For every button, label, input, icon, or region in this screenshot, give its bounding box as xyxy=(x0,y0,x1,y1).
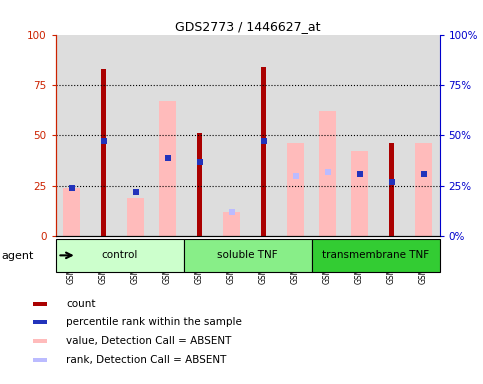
Bar xyxy=(100,69,106,236)
Bar xyxy=(159,101,176,236)
Bar xyxy=(63,188,80,236)
Text: count: count xyxy=(66,299,96,309)
Bar xyxy=(261,67,267,236)
Bar xyxy=(223,212,241,236)
Bar xyxy=(343,35,376,236)
Bar xyxy=(127,198,144,236)
Bar xyxy=(389,144,395,236)
Bar xyxy=(376,35,408,236)
Bar xyxy=(33,302,47,306)
Text: soluble TNF: soluble TNF xyxy=(217,250,278,260)
Bar xyxy=(33,339,47,343)
Text: percentile rank within the sample: percentile rank within the sample xyxy=(66,318,242,328)
Text: control: control xyxy=(101,250,138,260)
Title: GDS2773 / 1446627_at: GDS2773 / 1446627_at xyxy=(175,20,320,33)
Bar xyxy=(215,35,248,236)
FancyBboxPatch shape xyxy=(312,239,440,271)
Bar xyxy=(287,144,304,236)
Bar xyxy=(56,35,87,236)
Bar xyxy=(120,35,152,236)
Bar xyxy=(408,35,440,236)
Bar xyxy=(280,35,312,236)
Text: rank, Detection Call = ABSENT: rank, Detection Call = ABSENT xyxy=(66,354,227,364)
Text: value, Detection Call = ABSENT: value, Detection Call = ABSENT xyxy=(66,336,232,346)
Bar xyxy=(33,358,47,361)
Text: transmembrane TNF: transmembrane TNF xyxy=(322,250,429,260)
Bar xyxy=(319,111,336,236)
Bar xyxy=(152,35,184,236)
Bar xyxy=(415,144,432,236)
Text: agent: agent xyxy=(1,251,34,261)
Bar xyxy=(312,35,343,236)
FancyBboxPatch shape xyxy=(56,239,184,271)
Bar xyxy=(33,321,47,324)
Bar xyxy=(87,35,120,236)
Bar xyxy=(197,133,202,236)
Bar xyxy=(248,35,280,236)
FancyBboxPatch shape xyxy=(184,239,312,271)
Bar xyxy=(351,152,369,236)
Bar xyxy=(184,35,215,236)
